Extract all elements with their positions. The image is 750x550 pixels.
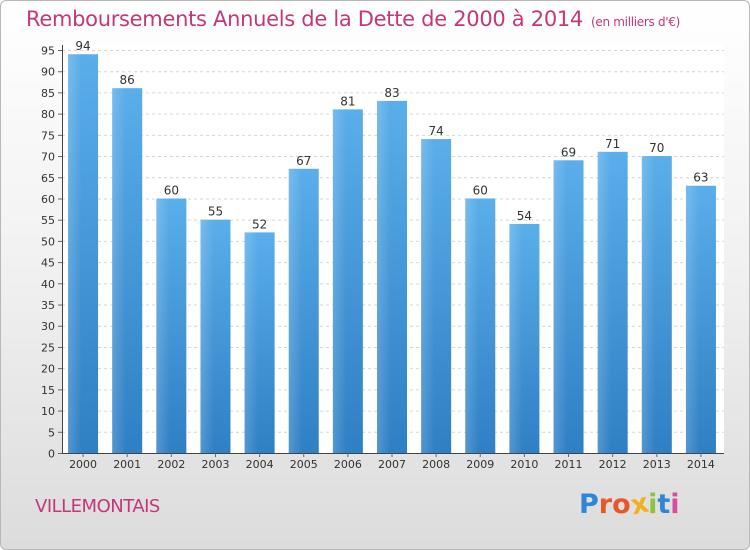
x-tick-label: 2002	[157, 458, 185, 471]
x-tick-label: 2000	[69, 458, 97, 471]
x-tick-label: 2012	[599, 458, 627, 471]
bar-highlight	[641, 156, 656, 454]
y-tick-label: 35	[41, 299, 55, 312]
data-label: 60	[164, 183, 179, 197]
chart-title-text: Remboursements Annuels de la Dette de 20…	[26, 7, 583, 31]
y-tick-label: 80	[41, 108, 55, 121]
x-tick-label: 2007	[378, 458, 406, 471]
y-tick-label: 50	[41, 235, 55, 248]
bar-highlight	[377, 100, 391, 453]
chart-title-unit: (en milliers d'€)	[591, 15, 681, 29]
bar-highlight	[465, 198, 479, 453]
logo-letter: P	[579, 489, 599, 520]
logo-letter: i	[670, 489, 680, 520]
x-tick-label: 2005	[290, 458, 318, 471]
bars	[68, 54, 716, 454]
y-tick-label: 45	[41, 257, 55, 270]
x-tick-label: 2013	[643, 458, 671, 471]
data-label: 94	[75, 39, 90, 53]
data-label: 67	[296, 154, 311, 168]
bar-highlight	[200, 219, 214, 453]
proxiti-logo: Proxiti	[579, 488, 680, 522]
bar-highlight	[421, 139, 435, 453]
y-tick-label: 70	[41, 151, 55, 164]
data-label: 71	[605, 137, 620, 151]
bar-highlight	[332, 109, 347, 454]
data-label: 83	[384, 86, 399, 100]
bar-highlight	[685, 185, 700, 453]
y-tick-label: 85	[41, 87, 55, 100]
x-tick-label: 2010	[510, 458, 538, 471]
x-tick-label: 2006	[334, 458, 362, 471]
bar-highlight	[553, 160, 568, 453]
x-tick-label: 2008	[422, 458, 450, 471]
y-tick-label: 30	[41, 320, 55, 333]
commune-name: VILLEMONTAIS	[35, 496, 160, 517]
logo-letter: i	[648, 489, 658, 520]
data-label: 63	[693, 171, 708, 185]
data-label: 52	[252, 217, 267, 231]
data-label: 54	[517, 209, 532, 223]
y-tick-label: 65	[41, 172, 55, 185]
data-labels: 94 86 60 55 52 67 81 83 74 60 54 69 71 70 63	[75, 39, 708, 231]
y-tick-label: 5	[48, 426, 55, 439]
bar-highlight	[156, 198, 170, 453]
x-tick-label: 2001	[113, 458, 141, 471]
bar-highlight	[288, 168, 303, 454]
data-label: 86	[120, 73, 135, 87]
chart-title: Remboursements Annuels de la Dette de 20…	[26, 7, 680, 31]
bar-highlight	[597, 151, 612, 453]
data-label: 70	[649, 141, 664, 155]
data-label: 81	[340, 94, 355, 108]
bar-highlight	[509, 223, 523, 453]
y-tick-label: 90	[41, 66, 55, 79]
y-tick-label: 10	[41, 405, 55, 418]
y-tick-label: 15	[41, 384, 55, 397]
data-label: 55	[208, 205, 223, 219]
x-tick-label: 2003	[201, 458, 229, 471]
logo-letter: r	[598, 489, 613, 520]
y-tick-label: 0	[48, 448, 55, 461]
logo-letter: o	[612, 489, 631, 520]
x-tick-label: 2004	[246, 458, 274, 471]
bar-highlight	[68, 54, 82, 454]
y-tick-label: 20	[41, 363, 55, 376]
data-label: 74	[428, 124, 443, 138]
y-tick-label: 40	[41, 278, 55, 291]
data-label: 69	[561, 145, 576, 159]
x-tick-label: 2009	[466, 458, 494, 471]
y-tick-label: 60	[41, 193, 55, 206]
axes: 0 5 10 15 20 25 30 35 40 45 50 55 60 65 70 75 80 85 90 95 20…	[41, 45, 724, 471]
bar-highlight	[112, 88, 126, 453]
logo-letter: t	[657, 489, 671, 520]
data-label: 60	[473, 183, 488, 197]
y-tick-label: 25	[41, 341, 55, 354]
y-tick-label: 75	[41, 129, 55, 142]
x-tick-label: 2011	[555, 458, 583, 471]
y-tick-label: 95	[41, 45, 55, 58]
bar-highlight	[244, 232, 259, 453]
y-tick-label: 55	[41, 214, 55, 227]
x-tick-label: 2014	[687, 458, 715, 471]
